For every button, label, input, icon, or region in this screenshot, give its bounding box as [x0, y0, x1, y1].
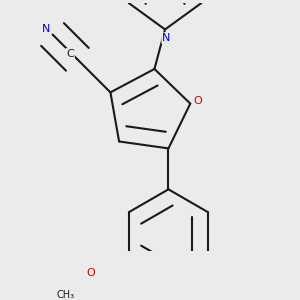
Text: C: C [66, 49, 74, 59]
Text: CH₃: CH₃ [57, 290, 75, 300]
Text: O: O [193, 96, 202, 106]
Text: N: N [162, 33, 171, 43]
Text: O: O [87, 268, 95, 278]
Text: N: N [42, 24, 50, 34]
